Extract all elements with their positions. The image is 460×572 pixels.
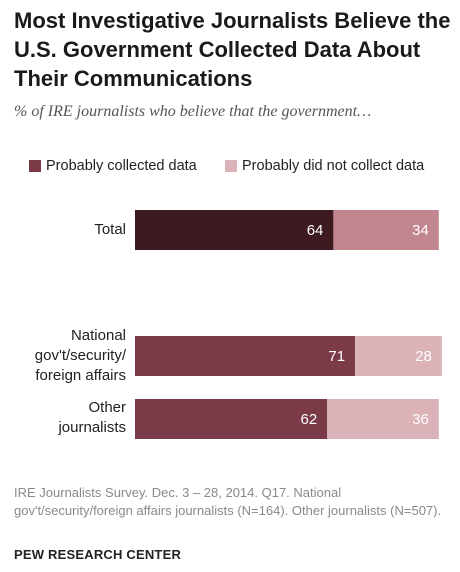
- bar-national-security-not-collected: [355, 336, 442, 376]
- legend-swatch-not-collected: [225, 160, 237, 172]
- bar-total-not-collected: [333, 210, 439, 250]
- value-label-national-security-collected: 71: [328, 348, 345, 365]
- category-label-other-journalists: Other journalists: [58, 399, 126, 436]
- value-label-national-security-not-collected: 28: [415, 348, 432, 365]
- bar-other-journalists-collected: [135, 399, 328, 439]
- value-label-other-journalists-not-collected: 36: [412, 411, 429, 428]
- legend-swatch-collected: [29, 160, 41, 172]
- legend-item-collected: Probably collected data: [29, 158, 197, 174]
- value-label-total-not-collected: 34: [412, 222, 429, 239]
- category-label-total: Total: [94, 221, 126, 238]
- source-credit: PEW RESEARCH CENTER: [14, 547, 182, 562]
- value-label-other-journalists-collected: 62: [301, 411, 318, 428]
- bar-other-journalists-not-collected: [327, 399, 439, 439]
- bar-national-security-collected: [135, 336, 356, 376]
- legend-label-not-collected: Probably did not collect data: [242, 158, 425, 174]
- bar-total-collected: [135, 210, 334, 250]
- footnote: IRE Journalists Survey. Dec. 3 – 28, 201…: [14, 485, 442, 518]
- category-label-national-security: National gov't/security/ foreign affairs: [34, 327, 126, 384]
- legend-item-not-collected: Probably did not collect data: [225, 158, 424, 174]
- chart-subtitle: % of IRE journalists who believe that th…: [14, 103, 372, 120]
- chart-title: Most Investigative Journalists Believe t…: [14, 8, 451, 91]
- legend-label-collected: Probably collected data: [46, 158, 197, 174]
- value-label-total-collected: 64: [307, 222, 324, 239]
